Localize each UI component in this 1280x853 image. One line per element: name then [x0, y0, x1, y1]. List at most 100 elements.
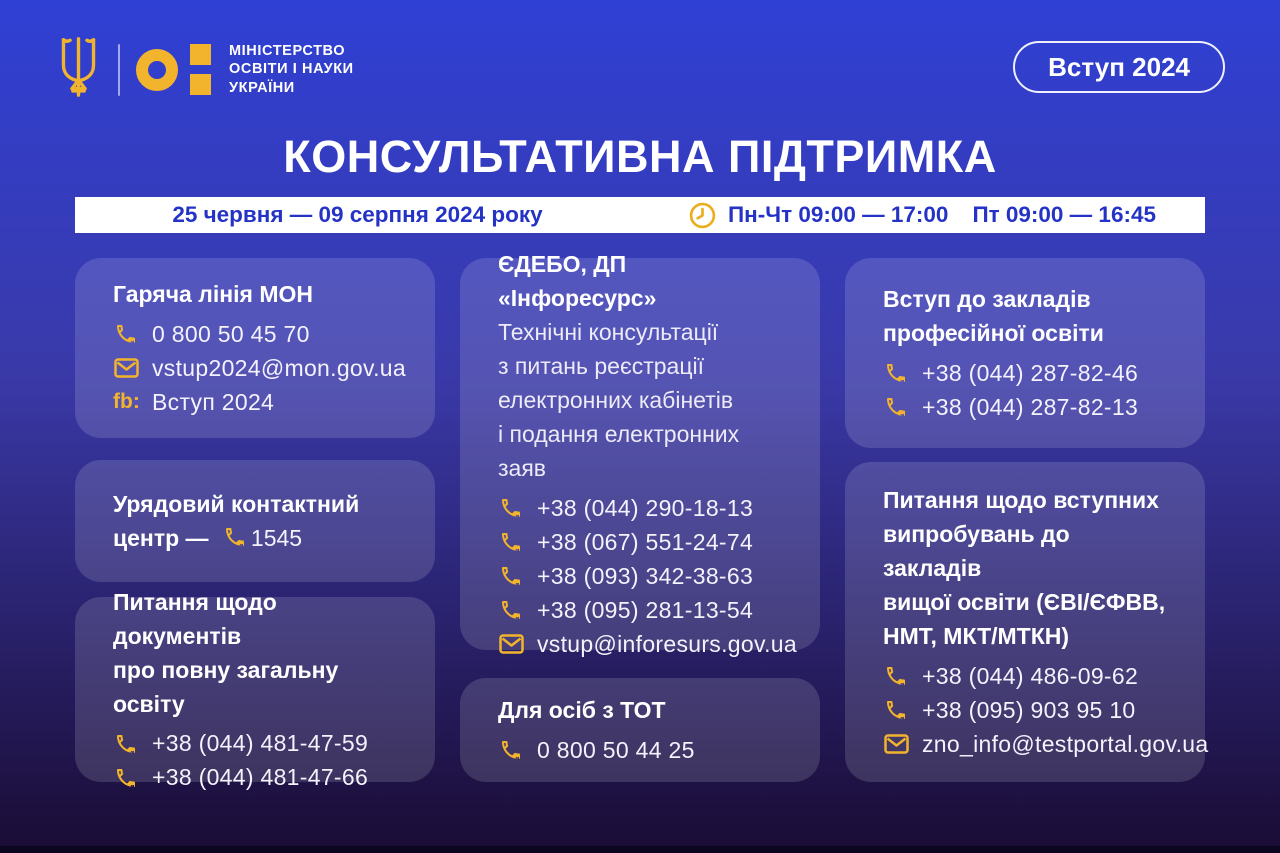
contact-list: +38 (044) 290-18-13 +38 (067) 551-24-74 +3…: [498, 491, 797, 661]
email-row: vstup@inforesurs.gov.ua: [498, 627, 797, 661]
phone-number: +38 (095) 903 95 10: [922, 696, 1136, 723]
card-title-line: Питання щодо вступних: [883, 487, 1159, 513]
email-row: zno_info@testportal.gov.ua: [883, 727, 1208, 761]
card-title-line: ЄДЕБО, ДП «Інфоресурс»: [498, 251, 657, 311]
working-hours: Пн-Чт 09:00 — 17:00 Пт 09:00 — 16:45: [640, 197, 1205, 233]
page-title: КОНСУЛЬТАТИВНА ПІДТРИМКА: [283, 131, 997, 182]
phone-number: 0 800 50 44 25: [537, 736, 695, 763]
phone-row: +38 (044) 287-82-13: [883, 390, 1167, 424]
card-hotline-mon: Гаряча лінія МОН 0 800 50 45 70 vstup2024@…: [75, 258, 435, 438]
card-title: Для осіб з ТОТ: [498, 693, 782, 727]
phone-number: +38 (044) 481-47-66: [152, 764, 369, 790]
phone-number: +38 (044) 287-82-46: [922, 359, 1139, 386]
column-left: Гаряча лінія МОН 0 800 50 45 70 vstup2024@…: [75, 258, 435, 790]
phone-row: +38 (044) 486-09-62: [883, 659, 1167, 693]
card-tot-persons: Для осіб з ТОТ 0 800 50 44 25: [460, 678, 820, 782]
card-edebo-inforesurs: ЄДЕБО, ДП «Інфоресурс» Технічні консульта…: [460, 251, 820, 657]
card-title: Гаряча лінія МОН: [113, 277, 397, 311]
phone-row: +38 (044) 287-82-46: [883, 356, 1167, 390]
hours-friday: Пт 09:00 — 16:45: [972, 202, 1156, 227]
column-right: Вступ до закладів професійної освіти +38 (…: [845, 258, 1208, 782]
card-title: Урядовий контактний центр — 1545: [113, 487, 397, 555]
contact-list: +38 (044) 486-09-62 +38 (095) 903 95 10 zn…: [883, 659, 1208, 761]
card-title-line: НМТ, МКТ/МТКН): [883, 623, 1070, 649]
card-title-line: вищої освіти (ЄВІ/ЄФВВ,: [883, 589, 1166, 615]
phone-icon: [113, 322, 139, 346]
contact-list: +38 (044) 287-82-46 +38 (044) 287-82-13: [883, 356, 1167, 424]
facebook-icon: fb:: [113, 390, 140, 413]
clock-icon: [689, 202, 716, 229]
brand-divider: [118, 43, 120, 96]
email-row: vstup2024@mon.gov.ua: [113, 351, 406, 385]
contact-list: 0 800 50 44 25: [498, 733, 782, 767]
phone-row: 0 800 50 45 70: [113, 317, 397, 351]
ministry-name-line: Міністерство: [229, 42, 346, 59]
phone-number: +38 (044) 481-47-59: [152, 730, 369, 756]
phone-icon: [883, 664, 909, 688]
card-description-line: електронних кабінетів: [498, 387, 734, 413]
phone-row: 0 800 50 44 25: [498, 733, 782, 767]
email-icon: [113, 358, 139, 378]
email-number: vstup@inforesurs.gov.ua: [537, 630, 797, 657]
card-entrance-exams: Питання щодо вступних випробувань до закл…: [845, 462, 1208, 782]
card-title-line: випробувань до закладів: [883, 521, 1070, 581]
email-icon: [498, 634, 524, 654]
phone-row: +38 (067) 551-24-74: [498, 525, 782, 559]
header: Міністерство освіти і науки України Всту…: [55, 36, 1225, 103]
phone-number: +38 (044) 486-09-62: [922, 662, 1139, 689]
facebook-row: fb: Вступ 2024: [113, 385, 397, 419]
phone-number: +38 (044) 287-82-13: [922, 393, 1139, 420]
facebook-handle: Вступ 2024: [152, 388, 275, 415]
ministry-name-line: України: [229, 79, 295, 96]
email-number: vstup2024@mon.gov.ua: [152, 354, 406, 381]
phone-icon: [883, 361, 909, 385]
card-title-line: Гаряча лінія МОН: [113, 281, 313, 307]
ministry-name-line: освіти і науки: [229, 61, 354, 78]
phone-icon: [498, 496, 524, 520]
phone-icon: [883, 395, 909, 419]
card-title-line: про повну загальну освіту: [113, 656, 339, 717]
ministry-name: Міністерство освіти і науки України: [229, 42, 354, 98]
phone-icon: [883, 698, 909, 722]
column-middle: ЄДЕБО, ДП «Інфоресурс» Технічні консульта…: [460, 251, 820, 782]
trident-icon: [55, 36, 102, 103]
hours-weekdays: Пн-Чт 09:00 — 17:00: [728, 202, 949, 227]
phone-icon: [498, 564, 524, 588]
contact-list: 0 800 50 45 70 vstup2024@mon.gov.ua fb: Вст…: [113, 317, 406, 419]
phone-icon: [498, 738, 524, 762]
card-title: Питання щодо документів про повну загальн…: [113, 585, 397, 721]
email-number: zno_info@testportal.gov.ua: [922, 730, 1209, 757]
card-description-line: і подання електронних заяв: [498, 421, 740, 481]
card-description-line: з питань реєстрації: [498, 353, 704, 379]
phone-number: +38 (095) 281-13-54: [537, 596, 754, 623]
card-title-line: Питання щодо документів: [113, 588, 277, 649]
schedule-bar: 25 червня — 09 серпня 2024 року Пн-Чт 09…: [75, 197, 1205, 233]
phone-row: +38 (095) 281-13-54: [498, 593, 782, 627]
contact-list: +38 (044) 481-47-59 +38 (044) 481-47-66: [113, 727, 397, 795]
vstup-2024-badge: Вступ 2024: [1013, 41, 1225, 93]
mon-brand: Міністерство освіти і науки України: [55, 36, 354, 103]
card-gov-contact-center: Урядовий контактний центр — 1545: [75, 460, 435, 582]
dates-range: 25 червня — 09 серпня 2024 року: [172, 202, 543, 227]
card-title-line: професійної освіти: [883, 320, 1104, 346]
phone-row: +38 (044) 290-18-13: [498, 491, 782, 525]
card-title-line: Урядовий контактний: [113, 491, 360, 517]
phone-icon: [113, 766, 139, 790]
phone-number: 1545: [250, 525, 303, 551]
phone-number: +38 (044) 290-18-13: [537, 494, 754, 521]
mon-logo-icon: [136, 44, 211, 95]
card-title-line: Для осіб з ТОТ: [498, 697, 666, 723]
phone-row: +38 (044) 481-47-59: [113, 727, 397, 761]
card-title: Вступ до закладів професійної освіти: [883, 282, 1167, 350]
card-title-line: Вступ до закладів: [883, 286, 1091, 312]
card-title: ЄДЕБО, ДП «Інфоресурс»: [498, 247, 782, 315]
email-icon: [883, 734, 909, 754]
card-school-documents: Питання щодо документів про повну загальн…: [75, 589, 435, 790]
card-description: Технічні консультації з питань реєстрації…: [498, 315, 782, 485]
phone-icon: [113, 732, 139, 756]
card-title-line: центр — 1545: [113, 525, 303, 551]
phone-icon: [498, 598, 524, 622]
phone-row: +38 (095) 903 95 10: [883, 693, 1167, 727]
phone-number: +38 (067) 551-24-74: [537, 528, 754, 555]
